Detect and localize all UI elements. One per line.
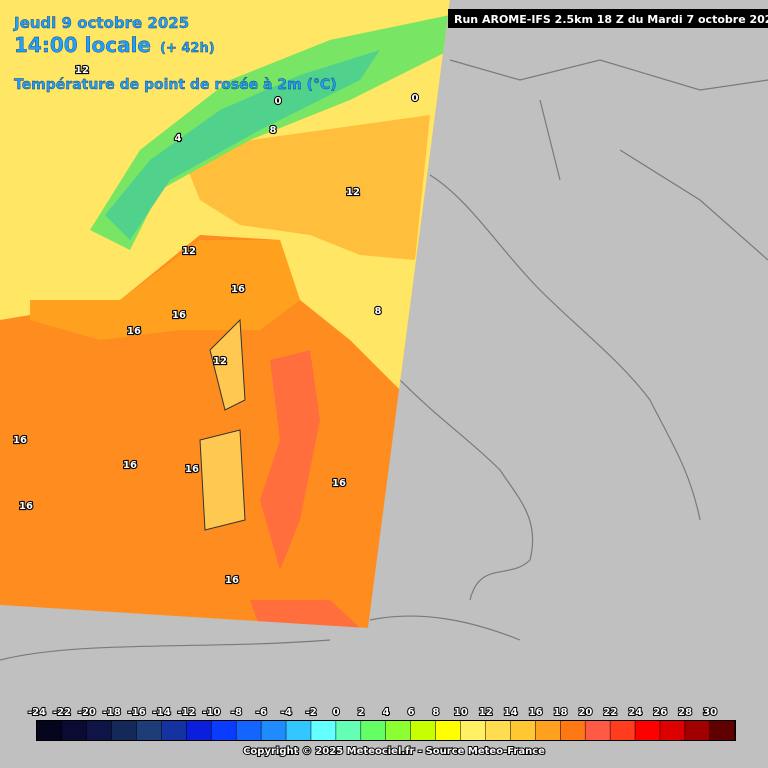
colorbar-tick-label: 4 bbox=[383, 707, 390, 718]
forecast-field bbox=[0, 0, 450, 628]
colorbar-swatch bbox=[261, 721, 286, 740]
colorbar-tick-label: 10 bbox=[454, 707, 468, 718]
colorbar-tick-label: 22 bbox=[603, 707, 617, 718]
contour-label: 16 bbox=[127, 326, 141, 337]
colorbar-tick-label: 6 bbox=[407, 707, 414, 718]
date: Jeudi 9 octobre 2025 bbox=[13, 14, 189, 32]
colorbar-tick-label: -6 bbox=[256, 707, 267, 718]
colorbar-tick-label: 2 bbox=[358, 707, 365, 718]
colorbar-tick-label: -14 bbox=[153, 707, 171, 718]
colorbar-tick-label: -10 bbox=[202, 707, 220, 718]
run-info: Run AROME-IFS 2.5km 18 Z du Mardi 7 octo… bbox=[454, 13, 768, 26]
colorbar-swatch bbox=[510, 721, 536, 740]
colorbar-swatch bbox=[685, 721, 710, 740]
colorbar-tick-label: 16 bbox=[529, 707, 543, 718]
colorbar-tick-label: -20 bbox=[78, 707, 96, 718]
colorbar-swatch bbox=[635, 721, 660, 740]
colorbar-tick-label: 8 bbox=[432, 707, 439, 718]
colorbar-swatch bbox=[336, 721, 361, 740]
colorbar-tick-label: -16 bbox=[128, 707, 146, 718]
colorbar-swatch bbox=[560, 721, 585, 740]
colorbar-swatch bbox=[161, 721, 187, 740]
copyright: Copyright © 2025 Meteociel.fr - Source M… bbox=[243, 746, 545, 757]
colorbar-tick-label: -22 bbox=[53, 707, 71, 718]
colorbar-swatch bbox=[610, 721, 635, 740]
contour-label: 8 bbox=[270, 125, 277, 136]
colorbar-tick-label: 20 bbox=[578, 707, 592, 718]
colorbar-tick-label: 30 bbox=[703, 707, 717, 718]
contour-label: 12 bbox=[346, 187, 360, 198]
colorbar-swatch bbox=[361, 721, 386, 740]
contour-label: 16 bbox=[225, 575, 239, 586]
colorbar-swatch bbox=[660, 721, 685, 740]
contour-label: 16 bbox=[172, 310, 186, 321]
local-time: 14:00 locale bbox=[14, 33, 151, 57]
colorbar-swatch bbox=[61, 721, 87, 740]
contour-label: 16 bbox=[231, 284, 245, 295]
colorbar-swatch bbox=[585, 721, 610, 740]
colorbar-tick-label: -18 bbox=[103, 707, 121, 718]
colorbar-tick-label: -24 bbox=[28, 707, 46, 718]
colorbar-swatch bbox=[211, 721, 236, 740]
colorbar-tick-label: 26 bbox=[653, 707, 667, 718]
contour-label: 0 bbox=[412, 93, 419, 104]
colorbar-tick-label: 18 bbox=[554, 707, 568, 718]
colorbar-tick-label: -12 bbox=[178, 707, 196, 718]
contour-label: 16 bbox=[123, 460, 137, 471]
contour-label: 16 bbox=[332, 478, 346, 489]
colorbar-tick-label: 12 bbox=[479, 707, 493, 718]
colorbar-swatch bbox=[710, 721, 735, 740]
field-name: Température de point de rosée à 2m (°C) bbox=[14, 77, 337, 93]
land-outlines bbox=[0, 59, 768, 661]
colorbar-swatch bbox=[286, 721, 311, 740]
colorbar-swatch bbox=[236, 721, 261, 740]
colorbar-tick-label: -8 bbox=[231, 707, 242, 718]
colorbar-swatch bbox=[86, 721, 112, 740]
colorbar-swatch bbox=[435, 721, 461, 740]
colorbar-swatch bbox=[311, 721, 336, 740]
lead-time: (+ 42h) bbox=[160, 41, 215, 56]
contour-label: 4 bbox=[175, 133, 182, 144]
colorbar-tick-label: -2 bbox=[306, 707, 317, 718]
contour-label: 12 bbox=[75, 65, 89, 76]
contour-label: 16 bbox=[185, 464, 199, 475]
contour-label: 12 bbox=[213, 356, 227, 367]
colorbar-tick-label: -4 bbox=[281, 707, 292, 718]
contour-label: 16 bbox=[13, 435, 27, 446]
contour-label: 16 bbox=[19, 501, 33, 512]
colorbar-swatch bbox=[136, 721, 162, 740]
colorbar-swatch bbox=[485, 721, 511, 740]
colorbar-tick-label: 24 bbox=[628, 707, 642, 718]
colorbar-tick-label: 0 bbox=[333, 707, 340, 718]
contour-label: 0 bbox=[275, 96, 282, 107]
colorbar-tick-label: 14 bbox=[504, 707, 518, 718]
colorbar-swatch bbox=[410, 721, 436, 740]
contour-label: 12 bbox=[182, 246, 196, 257]
run-banner bbox=[448, 9, 768, 28]
colorbar-tick-label: 28 bbox=[678, 707, 692, 718]
contour-label: 8 bbox=[375, 306, 382, 317]
colorbar-swatch bbox=[186, 721, 211, 740]
colorbar-swatch bbox=[386, 721, 411, 740]
colorbar-swatch bbox=[460, 721, 486, 740]
colorbar-swatch bbox=[111, 721, 137, 740]
colorbar-swatch bbox=[37, 721, 62, 740]
colorbar-swatch bbox=[535, 721, 560, 740]
